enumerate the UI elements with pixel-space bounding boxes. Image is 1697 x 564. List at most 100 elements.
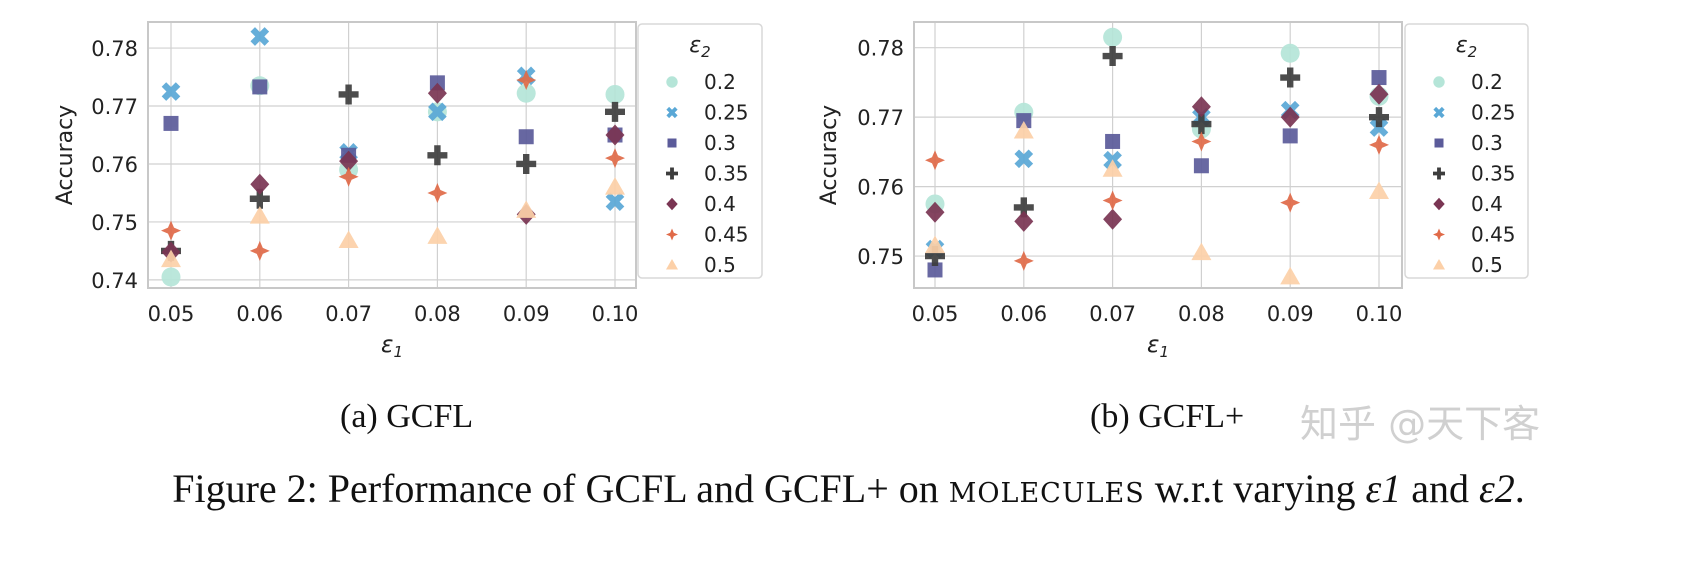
data-point <box>1369 134 1389 155</box>
data-point <box>339 150 359 172</box>
data-point <box>1369 83 1389 105</box>
legend-label: 0.4 <box>704 192 736 216</box>
series-0.45 <box>925 131 1389 271</box>
data-point <box>1282 128 1298 144</box>
y-axis-label: Accuracy <box>53 105 78 205</box>
legend-label: 0.25 <box>704 101 749 125</box>
legend-frame <box>1404 23 1529 279</box>
plot-frame <box>147 21 637 289</box>
data-point <box>1102 159 1123 177</box>
y-tick-label: 0.76 <box>857 176 904 200</box>
data-point <box>925 235 945 254</box>
y-axis-label: Accuracy <box>817 105 842 205</box>
data-point <box>1013 121 1034 139</box>
data-point <box>338 166 359 187</box>
data-point <box>1013 197 1034 218</box>
data-point <box>161 220 181 241</box>
legend: ε20.20.250.30.350.40.450.5 <box>1404 23 1529 279</box>
caption-prefix: Figure 2: Performance of GCFL and GCFL+ … <box>172 466 949 511</box>
legend-marker <box>666 197 678 211</box>
legend-label: 0.3 <box>1471 131 1503 155</box>
legend-label: 0.5 <box>704 253 736 277</box>
chart-gcfl: 0.05 0.06 0.07 0.08 0.09 0.10 0.74 0.75 0.76 0.77… <box>53 21 763 361</box>
caption-var2: ε2 <box>1478 466 1515 511</box>
data-point <box>518 129 534 145</box>
legend-label: 0.2 <box>1471 70 1503 94</box>
data-point <box>161 82 181 101</box>
data-point <box>1369 107 1390 128</box>
data-point <box>605 177 625 195</box>
legend-label: 0.35 <box>1471 162 1516 186</box>
data-point <box>163 115 179 131</box>
x-tick-label: 0.06 <box>236 302 283 326</box>
data-point <box>1105 133 1121 149</box>
data-point <box>925 246 945 267</box>
y-tick-label: 0.77 <box>857 106 904 130</box>
legend-marker <box>666 106 678 119</box>
data-point <box>1013 250 1034 271</box>
data-point <box>1102 46 1123 67</box>
x-tick-label: 0.09 <box>1267 302 1314 326</box>
series-0.4 <box>925 83 1389 232</box>
data-point <box>1191 242 1212 261</box>
legend-label: 0.4 <box>1471 192 1503 216</box>
data-point <box>1280 192 1301 213</box>
data-point <box>1369 118 1389 137</box>
data-point <box>516 69 537 90</box>
y-tick-label: 0.77 <box>91 95 138 119</box>
data-point <box>925 201 945 223</box>
data-point <box>427 226 448 244</box>
data-point <box>927 262 943 278</box>
x-axis-label: ε1 <box>1147 332 1169 361</box>
data-point <box>1280 106 1300 128</box>
data-point <box>605 84 625 104</box>
data-point <box>1371 70 1387 86</box>
data-point <box>516 83 536 103</box>
subcaption-a: (a) GCFL <box>340 398 474 435</box>
data-point <box>516 200 537 218</box>
caption-end: . <box>1514 466 1525 511</box>
legend-marker <box>1434 138 1444 148</box>
legend-label: 0.45 <box>1471 223 1516 247</box>
legend-marker <box>1433 106 1445 119</box>
data-point <box>427 145 448 166</box>
data-point <box>161 267 181 287</box>
data-point <box>427 182 448 203</box>
data-point <box>1280 67 1301 88</box>
data-point <box>1016 113 1032 129</box>
x-tick-label: 0.06 <box>1000 302 1047 326</box>
x-tick-label: 0.10 <box>592 302 639 326</box>
data-point <box>605 101 625 122</box>
x-tick-label: 0.07 <box>1089 302 1136 326</box>
y-tick-label: 0.76 <box>91 153 138 177</box>
legend-label: 0.5 <box>1471 253 1503 277</box>
legend-frame <box>637 23 763 279</box>
x-tick-label: 0.08 <box>414 302 461 326</box>
legend-label: 0.35 <box>704 162 749 186</box>
series-0.45 <box>161 69 625 261</box>
series-0.3 <box>927 70 1387 278</box>
legend-marker <box>1433 197 1445 211</box>
legend-marker <box>667 138 677 148</box>
y-tick-label: 0.75 <box>91 211 138 235</box>
data-point <box>1369 181 1389 199</box>
data-point <box>338 230 359 248</box>
data-point <box>605 148 625 169</box>
data-point <box>1014 149 1034 169</box>
data-point <box>338 84 359 105</box>
data-point <box>1103 208 1123 230</box>
data-point <box>605 192 625 211</box>
data-point <box>925 150 945 171</box>
data-point <box>428 102 447 122</box>
watermark: 知乎 @天下客 <box>1300 402 1541 446</box>
data-point <box>1280 43 1300 63</box>
legend-marker <box>666 228 678 241</box>
series-0.35 <box>925 46 1390 267</box>
chart-gcfl-plus: 0.05 0.06 0.07 0.08 0.09 0.10 0.75 0.76 0.77 0.78… <box>817 21 1529 361</box>
data-point <box>1191 114 1212 135</box>
data-point <box>252 79 268 95</box>
legend-label: 0.2 <box>704 70 736 94</box>
data-point <box>250 27 270 46</box>
legend-label: 0.45 <box>704 223 749 247</box>
